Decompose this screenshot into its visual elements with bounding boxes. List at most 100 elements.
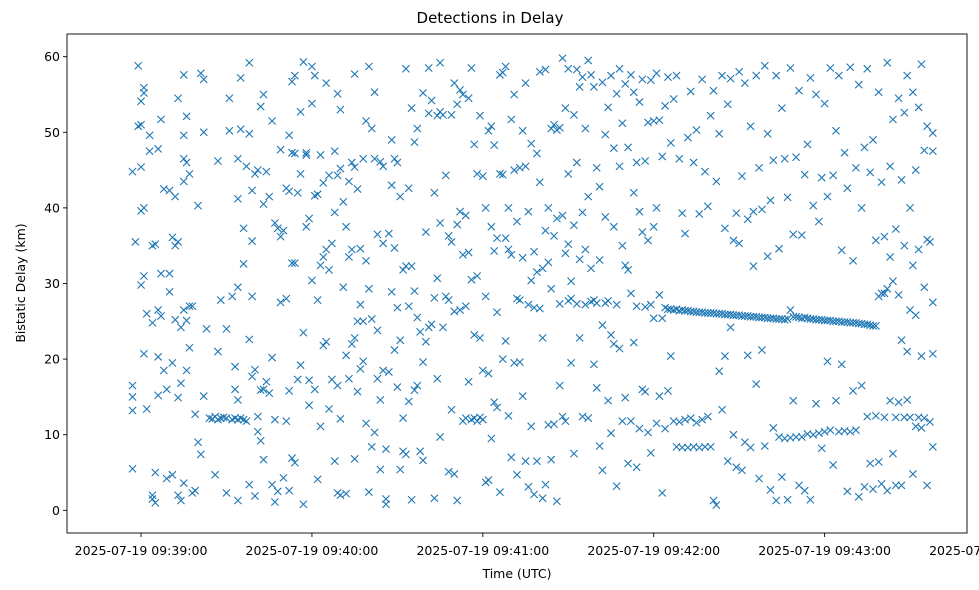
data-point [857, 381, 866, 390]
data-point [430, 293, 439, 302]
data-point [920, 414, 929, 423]
data-point [532, 268, 541, 277]
data-point [880, 289, 889, 298]
data-point [706, 111, 715, 120]
data-point [279, 473, 288, 482]
data-point [376, 465, 385, 474]
data-point [513, 470, 521, 479]
data-point [604, 396, 613, 405]
data-point [370, 88, 379, 97]
data-point [541, 480, 550, 489]
data-point [709, 86, 718, 95]
data-point [419, 358, 428, 367]
data-point [729, 430, 738, 439]
data-point [145, 131, 154, 140]
data-point [715, 367, 724, 376]
data-point [672, 71, 681, 80]
data-point [481, 292, 490, 301]
data-point [547, 284, 556, 293]
data-point [376, 395, 385, 404]
data-point [436, 58, 445, 67]
data-point [399, 265, 408, 274]
data-point [515, 296, 524, 305]
data-point [407, 262, 416, 271]
data-point [851, 426, 860, 435]
data-point [336, 164, 345, 173]
data-point [404, 397, 413, 406]
data-point [353, 185, 362, 193]
data-point [621, 261, 630, 270]
data-point [154, 391, 163, 400]
data-point [142, 309, 151, 318]
data-point [578, 412, 587, 421]
data-point [299, 57, 308, 66]
data-point [612, 482, 621, 491]
data-point [401, 450, 410, 459]
data-point [262, 377, 271, 386]
data-point [373, 230, 382, 239]
data-point [196, 69, 205, 78]
data-point [419, 88, 428, 97]
data-point [752, 71, 761, 80]
data-point [481, 203, 490, 212]
data-point [404, 302, 413, 311]
data-point [550, 420, 559, 429]
data-point [179, 154, 188, 163]
data-point [712, 501, 721, 510]
data-point [490, 141, 499, 150]
data-point [797, 432, 806, 441]
data-point [433, 374, 442, 383]
data-point [313, 296, 322, 305]
data-point [917, 352, 926, 361]
data-point [339, 283, 348, 292]
data-point [532, 457, 541, 466]
data-point [413, 313, 422, 322]
data-point [156, 312, 165, 320]
data-point [131, 237, 140, 246]
data-point [359, 317, 368, 326]
data-point [581, 245, 590, 254]
data-point [823, 357, 832, 366]
data-point [253, 166, 262, 175]
data-point [777, 315, 786, 324]
data-point [658, 488, 667, 497]
data-point [652, 69, 661, 78]
data-point [831, 126, 840, 135]
data-point [846, 63, 855, 72]
data-point [396, 465, 405, 474]
data-point [441, 292, 450, 301]
data-point [501, 336, 510, 345]
data-point [655, 116, 664, 125]
data-point [185, 169, 194, 178]
x-tick-label: 2025-07-19 09:42:00 [587, 543, 720, 558]
data-point [906, 413, 915, 422]
data-point [273, 487, 282, 496]
data-point [598, 321, 607, 330]
data-point [641, 302, 650, 311]
data-point [552, 214, 561, 223]
data-point [487, 222, 496, 231]
data-point [344, 177, 353, 186]
data-point [191, 410, 200, 419]
data-point [558, 412, 567, 421]
data-point [908, 470, 917, 479]
data-point [775, 244, 784, 253]
data-point [780, 315, 789, 324]
data-point [564, 240, 573, 249]
data-point [686, 414, 695, 423]
data-point [427, 320, 436, 329]
data-point [644, 118, 653, 127]
data-point [589, 360, 598, 369]
data-point [182, 158, 191, 167]
data-point [569, 449, 578, 458]
data-point [550, 120, 559, 129]
data-point [305, 401, 314, 410]
data-point [310, 71, 319, 80]
data-point [330, 457, 339, 466]
data-point [248, 292, 257, 301]
data-point [316, 422, 325, 431]
data-point [874, 88, 883, 97]
data-point [507, 115, 516, 124]
data-point [609, 144, 618, 153]
